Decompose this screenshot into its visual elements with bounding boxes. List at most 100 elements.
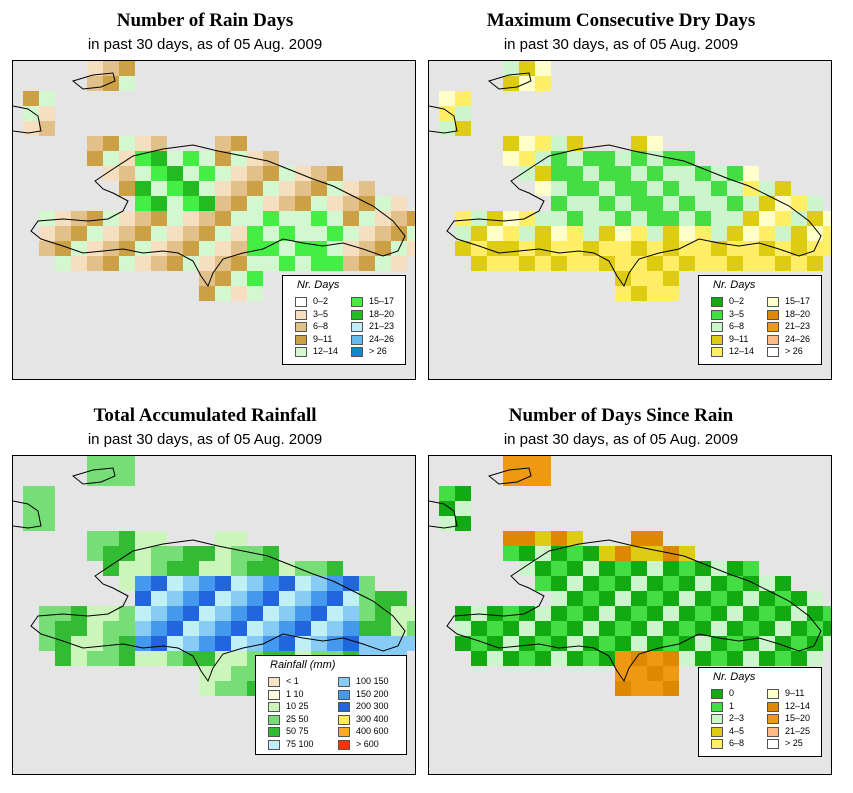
grid-cell [199, 651, 215, 666]
grid-cell [199, 151, 215, 166]
grid-cell [199, 241, 215, 256]
grid-cell [759, 651, 775, 666]
grid-cell [679, 591, 695, 606]
grid-cell [711, 591, 727, 606]
legend-swatch [711, 714, 723, 724]
grid-cell [823, 226, 831, 241]
legend-label: 0 [729, 688, 735, 698]
grid-cell [743, 576, 759, 591]
grid-cell [39, 226, 55, 241]
grid-cell [215, 681, 231, 696]
grid-cell [567, 546, 583, 561]
grid-cell [231, 666, 247, 681]
grid-cell [279, 576, 295, 591]
grid-cell [119, 166, 135, 181]
grid-cell [487, 606, 503, 621]
grid-cell [87, 256, 103, 271]
grid-cell [535, 621, 551, 636]
grid-cell [183, 211, 199, 226]
grid-cell [567, 531, 583, 546]
grid-cell [119, 256, 135, 271]
grid-cell [711, 576, 727, 591]
grid-cell [631, 151, 647, 166]
grid-cell [615, 546, 631, 561]
grid-cell [647, 651, 663, 666]
grid-cell [39, 606, 55, 621]
grid-cell [167, 211, 183, 226]
grid-cell [295, 181, 311, 196]
grid-cell [263, 561, 279, 576]
grid-cell [55, 636, 71, 651]
grid-cell [311, 561, 327, 576]
grid-cell [199, 286, 215, 301]
grid-cell [823, 636, 831, 651]
coastline [446, 539, 822, 683]
panel-total-rainfall: Total Accumulated Rainfall in past 30 da… [0, 395, 420, 785]
grid-cell [487, 256, 503, 271]
legend-label: 24–26 [369, 333, 395, 344]
grid-cell [695, 256, 711, 271]
grid-cell [647, 286, 663, 301]
legend-label: 18–20 [369, 308, 395, 319]
grid-cell [183, 546, 199, 561]
grid-cell [567, 591, 583, 606]
grid-cell [791, 651, 807, 666]
grid-cell [743, 196, 759, 211]
grid-cell [231, 681, 247, 696]
grid-cell [775, 606, 791, 621]
grid-cell [663, 286, 679, 301]
grid-cell [743, 166, 759, 181]
grid-cell [519, 256, 535, 271]
grid-cell [279, 606, 295, 621]
legend-swatch [711, 739, 723, 749]
grid-cell [247, 166, 263, 181]
grid-cell [183, 621, 199, 636]
grid-cell [231, 256, 247, 271]
days-since-rain-map-grid [429, 456, 831, 696]
grid-cell [551, 576, 567, 591]
legend-swatch [711, 309, 723, 320]
grid-cell [119, 136, 135, 151]
grid-cell [231, 271, 247, 286]
grid-cell [519, 651, 535, 666]
grid-cell [327, 181, 343, 196]
grid-cell [263, 181, 279, 196]
grid-cell [23, 121, 39, 136]
grid-cell [551, 211, 567, 226]
legend-swatch [711, 701, 723, 712]
legend: Nr. Days 0 1 2–3 4–5 6–8 9–11 12–14 15–20 21–25 >… [698, 667, 822, 757]
grid-cell [519, 241, 535, 256]
island-outline [13, 500, 42, 529]
grid-cell [295, 196, 311, 211]
grid-cell [535, 651, 551, 666]
grid-cell [727, 561, 743, 576]
grid-cell [247, 181, 263, 196]
grid-cell [631, 286, 647, 301]
grid-cell [231, 576, 247, 591]
grid-cell [439, 486, 455, 501]
grid-cell [535, 561, 551, 576]
grid-cell [823, 621, 831, 636]
legend-label: 6–8 [313, 321, 329, 331]
grid-cell [135, 211, 151, 226]
grid-cell [215, 166, 231, 181]
legend-label: 400 600 [356, 726, 389, 736]
grid-cell [327, 591, 343, 606]
legend-label: 50 75 [286, 726, 309, 736]
grid-cell [775, 651, 791, 666]
grid-cell [311, 196, 327, 211]
grid-cell [791, 226, 807, 241]
legend-label: 4–5 [729, 725, 745, 736]
grid-cell [103, 166, 119, 181]
grid-cell [663, 606, 679, 621]
legend-label: 21–25 [785, 725, 811, 736]
grid-cell [151, 241, 167, 256]
legend-swatch [767, 726, 779, 737]
grid-cell [759, 621, 775, 636]
grid-cell [119, 576, 135, 591]
grid-cell [567, 226, 583, 241]
grid-cell [615, 576, 631, 591]
grid-cell [23, 501, 39, 516]
grid-cell [663, 196, 679, 211]
grid-cell [679, 576, 695, 591]
